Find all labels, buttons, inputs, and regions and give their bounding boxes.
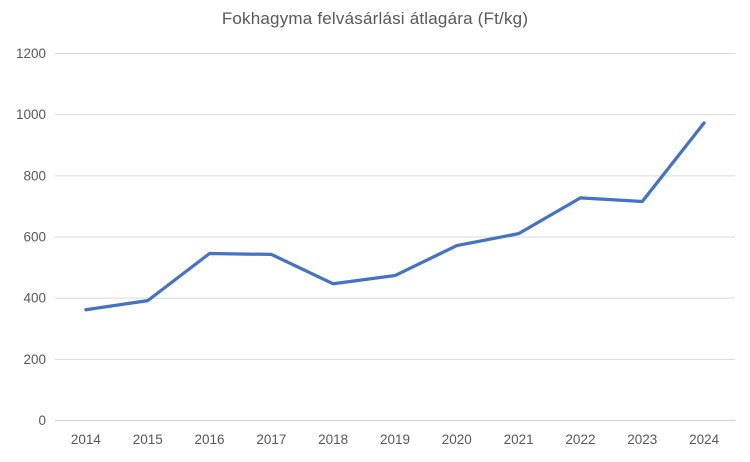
x-tick-label: 2016 <box>195 432 225 447</box>
x-tick-label: 2015 <box>133 432 163 447</box>
data-series-line <box>84 121 706 312</box>
y-tick-label: 1200 <box>16 46 46 61</box>
y-tick-label: 1000 <box>16 107 46 122</box>
y-tick-label: 0 <box>38 413 46 428</box>
y-tick-label: 600 <box>23 230 46 245</box>
y-tick-label: 400 <box>23 291 46 306</box>
x-tick-label: 2018 <box>318 432 348 447</box>
y-tick-label: 200 <box>23 352 46 367</box>
x-tick-label: 2024 <box>689 432 720 447</box>
x-tick-label: 2019 <box>380 432 410 447</box>
chart-title: Fokhagyma felvásárlási átlagára (Ft/kg) <box>221 9 529 28</box>
x-tick-label: 2021 <box>504 432 534 447</box>
x-tick-label: 2014 <box>71 432 102 447</box>
y-tick-label: 800 <box>23 168 46 183</box>
x-tick-label: 2022 <box>565 432 595 447</box>
x-tick-label: 2023 <box>627 432 657 447</box>
x-tick-label: 2017 <box>256 432 286 447</box>
x-tick-label: 2020 <box>442 432 472 447</box>
